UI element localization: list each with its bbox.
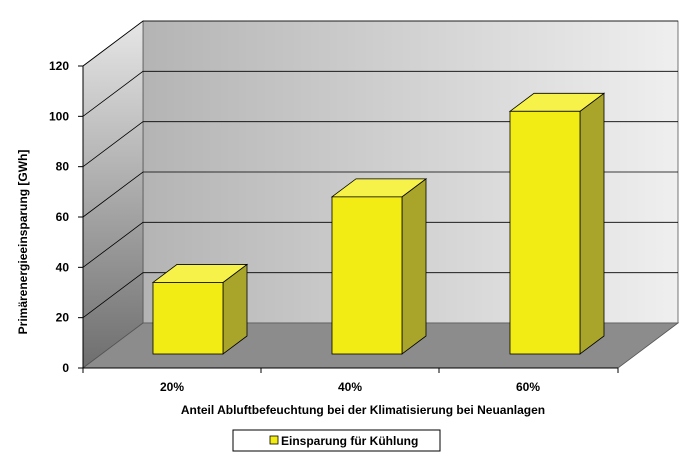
x-axis-title: Anteil Abluftbefeuchtung bei der Klimati… <box>181 403 545 417</box>
gridline <box>82 272 678 318</box>
bar-side <box>579 92 605 355</box>
gridline <box>82 70 678 117</box>
axes <box>78 65 619 373</box>
x-tick-label: 60% <box>516 380 540 394</box>
bar <box>151 263 249 355</box>
gridline <box>82 221 678 268</box>
legend-swatch <box>269 435 279 445</box>
y-tick-label: 80 <box>56 160 70 174</box>
y-tick-labels: 0 20 40 60 80 100 120 <box>49 59 69 375</box>
legend: Einsparung für Kühlung <box>232 429 441 452</box>
y-tick-label: 0 <box>62 361 69 375</box>
x-tick-label: 40% <box>338 380 362 394</box>
gridlines <box>82 20 678 318</box>
x-tick-label: 20% <box>160 380 184 394</box>
gridline <box>82 20 678 67</box>
y-tick-label: 100 <box>49 109 69 123</box>
y-axis-title: Primärenergieeinsparung [GWh] <box>16 150 30 335</box>
gridline <box>82 121 678 167</box>
legend-label: Einsparung für Kühlung <box>281 434 418 448</box>
gridline <box>82 171 678 218</box>
bar-front <box>509 110 581 355</box>
bar-front <box>152 282 224 355</box>
x-tick-labels: 20% 40% 60% <box>160 380 540 394</box>
bar-front <box>331 196 403 355</box>
bar <box>330 178 428 355</box>
bar <box>508 92 606 355</box>
y-tick-label: 120 <box>49 59 69 73</box>
y-tick-label: 60 <box>56 210 70 224</box>
bar-side <box>401 178 427 355</box>
bars <box>151 92 606 355</box>
y-tick-label: 20 <box>56 311 70 325</box>
y-tick-label: 40 <box>56 260 70 274</box>
legend-box <box>232 429 441 452</box>
